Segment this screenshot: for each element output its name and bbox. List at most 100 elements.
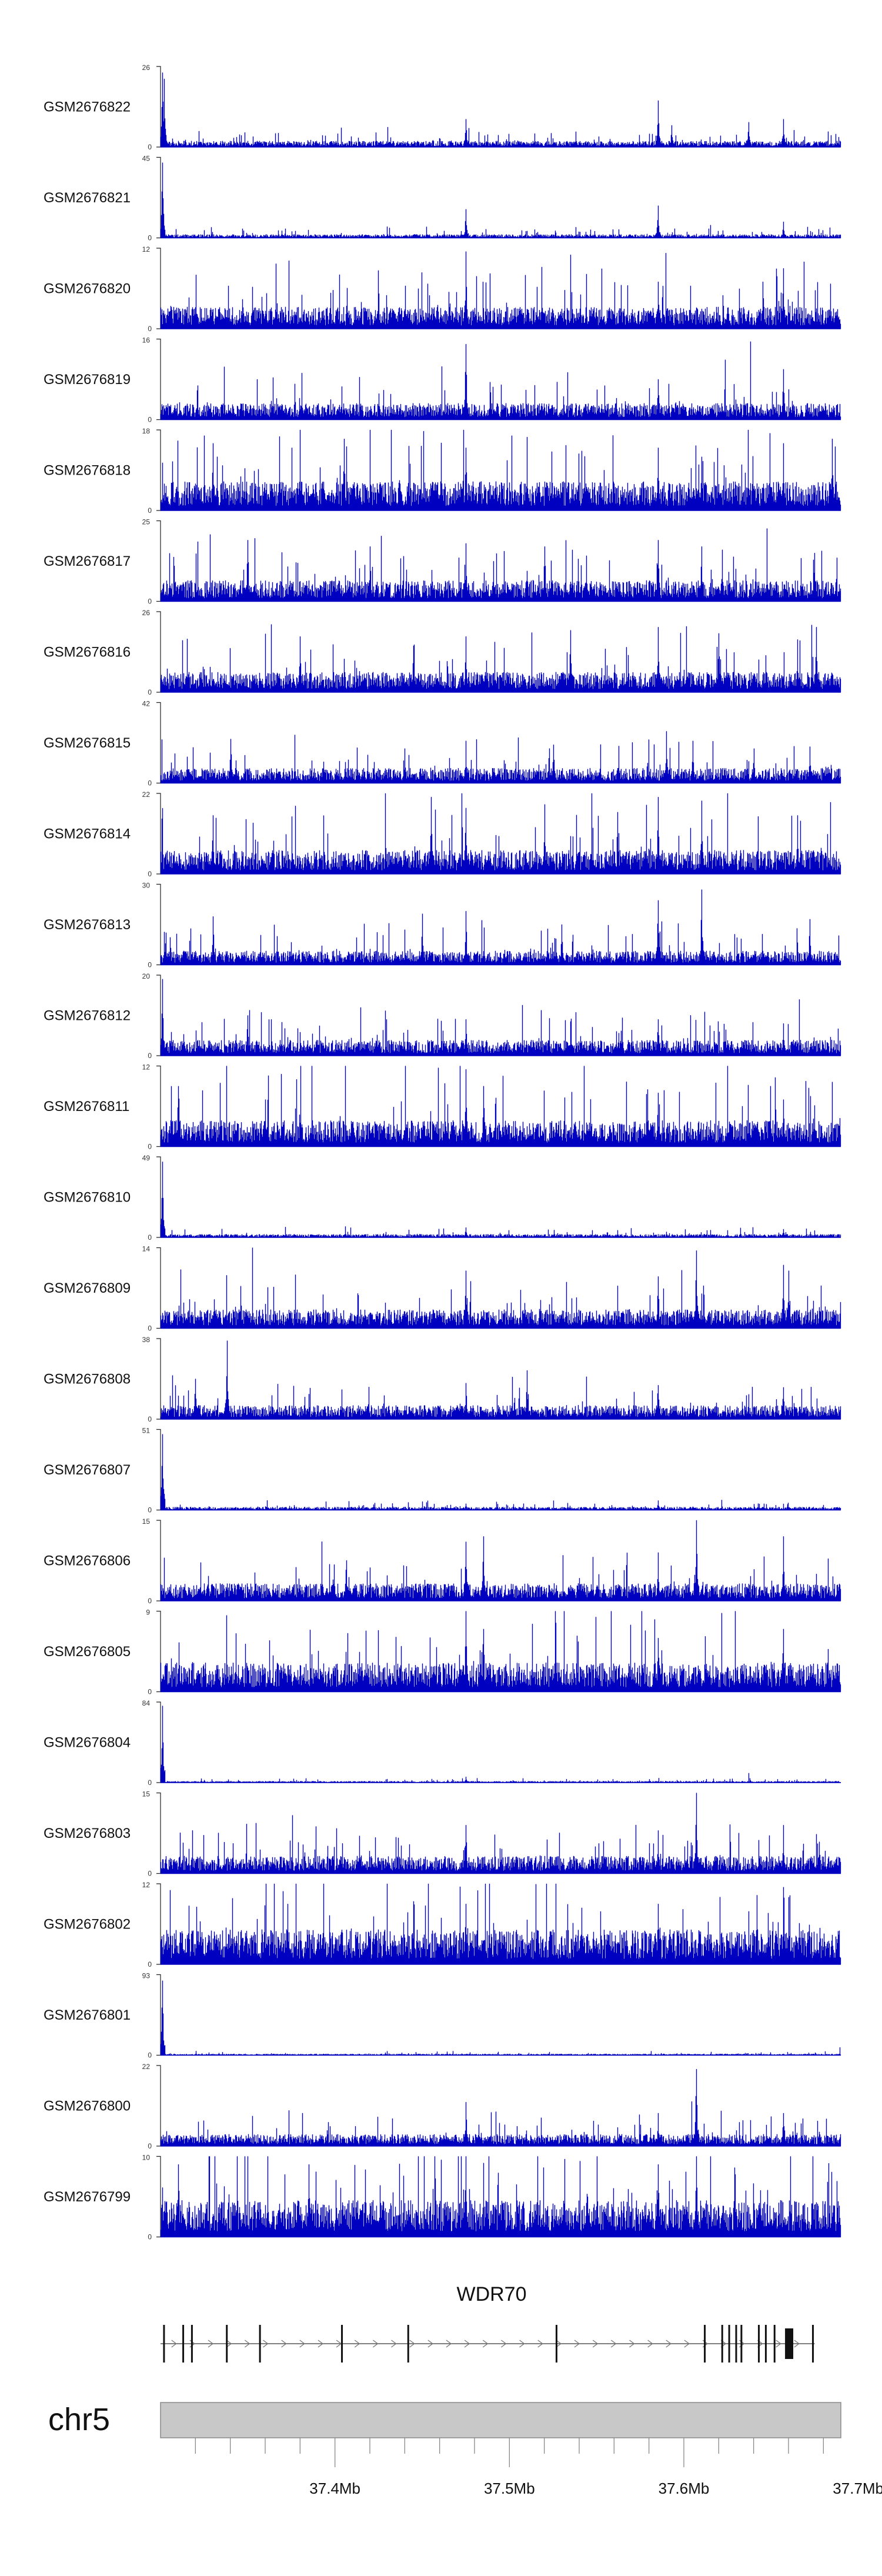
strand-arrow — [226, 2340, 232, 2348]
axis-tick-label: 37.4Mb — [309, 2480, 360, 2497]
track-label: GSM2676800 — [44, 2098, 131, 2114]
signal-area — [160, 429, 841, 511]
y-axis — [156, 2065, 161, 2147]
y-max-label: 22 — [142, 790, 151, 799]
y-axis — [156, 883, 161, 966]
track-GSM2676819: GSM2676819 16 0 — [44, 336, 841, 424]
signal-area — [160, 1520, 841, 1601]
exon — [758, 2325, 760, 2363]
track-label: GSM2676802 — [44, 1917, 131, 1933]
strand-arrow — [446, 2340, 452, 2348]
strand-arrow — [794, 2340, 800, 2348]
signal-area — [160, 624, 841, 693]
y-min-label: 0 — [148, 416, 152, 424]
strand-arrow — [372, 2340, 379, 2348]
track-label: GSM2676821 — [44, 190, 131, 206]
track-GSM2676804: GSM2676804 84 0 — [44, 1699, 841, 1787]
track-label: GSM2676822 — [44, 99, 131, 115]
signal-area — [160, 1434, 841, 1510]
strand-arrow — [647, 2340, 653, 2348]
y-axis — [156, 1792, 161, 1874]
y-axis — [156, 702, 161, 784]
strand-arrow — [501, 2340, 507, 2348]
y-max-label: 15 — [142, 1517, 151, 1526]
signal-area — [160, 1162, 841, 1238]
track-GSM2676807: GSM2676807 51 0 — [44, 1427, 841, 1514]
signal-area — [160, 731, 841, 783]
track-label: GSM2676813 — [44, 917, 131, 933]
exon — [812, 2325, 814, 2363]
strand-arrow — [574, 2340, 580, 2348]
axis-tick-label: 37.7Mb — [833, 2480, 882, 2497]
y-max-label: 10 — [142, 2154, 151, 2162]
exon — [785, 2328, 794, 2359]
exon — [259, 2325, 261, 2363]
signal-area — [160, 1793, 841, 1874]
strand-arrow — [592, 2340, 599, 2348]
y-min-label: 0 — [148, 961, 152, 969]
track-GSM2676812: GSM2676812 20 0 — [44, 972, 841, 1060]
strand-arrow — [610, 2340, 617, 2348]
track-label: GSM2676806 — [44, 1553, 131, 1569]
exon — [182, 2325, 185, 2363]
track-GSM2676810: GSM2676810 49 0 — [44, 1154, 841, 1242]
y-min-label: 0 — [148, 2051, 152, 2060]
y-min-label: 0 — [148, 1143, 152, 1151]
strand-arrow — [409, 2340, 415, 2348]
track-label: GSM2676812 — [44, 1008, 131, 1024]
strand-arrow — [208, 2340, 214, 2348]
track-label: GSM2676811 — [44, 1099, 129, 1115]
track-GSM2676800: GSM2676800 22 0 — [44, 2063, 841, 2150]
strand-arrow — [391, 2340, 397, 2348]
strand-arrow — [519, 2340, 525, 2348]
y-max-label: 12 — [142, 245, 151, 253]
track-GSM2676808: GSM2676808 38 0 — [44, 1336, 841, 1423]
signal-area — [160, 979, 841, 1056]
y-min-label: 0 — [148, 598, 152, 606]
exon — [740, 2325, 743, 2363]
y-max-label: 18 — [142, 427, 151, 435]
track-GSM2676821: GSM2676821 45 0 — [44, 155, 841, 242]
signal-area — [160, 889, 841, 965]
chromosome-label: chr5 — [48, 2402, 110, 2437]
y-max-label: 20 — [142, 972, 151, 980]
y-axis — [156, 1610, 161, 1693]
strand-arrow — [482, 2340, 489, 2348]
y-axis — [156, 338, 161, 421]
signal-area — [160, 72, 841, 148]
signal-area — [160, 1611, 841, 1692]
y-axis — [156, 1247, 161, 1329]
y-min-label: 0 — [148, 325, 152, 333]
track-label: GSM2676805 — [44, 1644, 131, 1660]
strand-arrow — [427, 2340, 433, 2348]
y-max-label: 15 — [142, 1790, 151, 1798]
exon — [163, 2325, 165, 2363]
y-axis — [156, 975, 161, 1056]
y-axis — [156, 1701, 161, 1783]
track-GSM2676801: GSM2676801 93 0 — [44, 1972, 841, 2060]
chromosome-ideogram: chr5 37.4Mb 37.5Mb 37.6Mb 37.7Mb — [48, 2402, 882, 2497]
y-min-label: 0 — [148, 143, 152, 151]
y-axis — [156, 611, 161, 693]
y-axis — [156, 156, 161, 239]
y-max-label: 12 — [142, 1881, 151, 1889]
exon — [773, 2325, 776, 2363]
track-label: GSM2676803 — [44, 1826, 131, 1841]
strand-arrow — [537, 2340, 543, 2348]
y-axis — [156, 520, 161, 602]
gene-name-label: WDR70 — [456, 2283, 526, 2305]
y-min-label: 0 — [148, 1233, 152, 1242]
track-label: GSM2676820 — [44, 281, 131, 297]
y-min-label: 0 — [148, 2233, 152, 2241]
track-label: GSM2676814 — [44, 826, 131, 842]
y-min-label: 0 — [148, 779, 152, 788]
exon — [764, 2325, 767, 2363]
strand-arrow — [464, 2340, 470, 2348]
track-label: GSM2676801 — [44, 2007, 131, 2023]
exon — [407, 2325, 409, 2363]
signal-area — [160, 528, 841, 602]
y-axis — [156, 66, 161, 148]
y-max-label: 26 — [142, 609, 151, 617]
track-GSM2676803: GSM2676803 15 0 — [44, 1790, 841, 1878]
track-GSM2676813: GSM2676813 30 0 — [44, 882, 841, 969]
